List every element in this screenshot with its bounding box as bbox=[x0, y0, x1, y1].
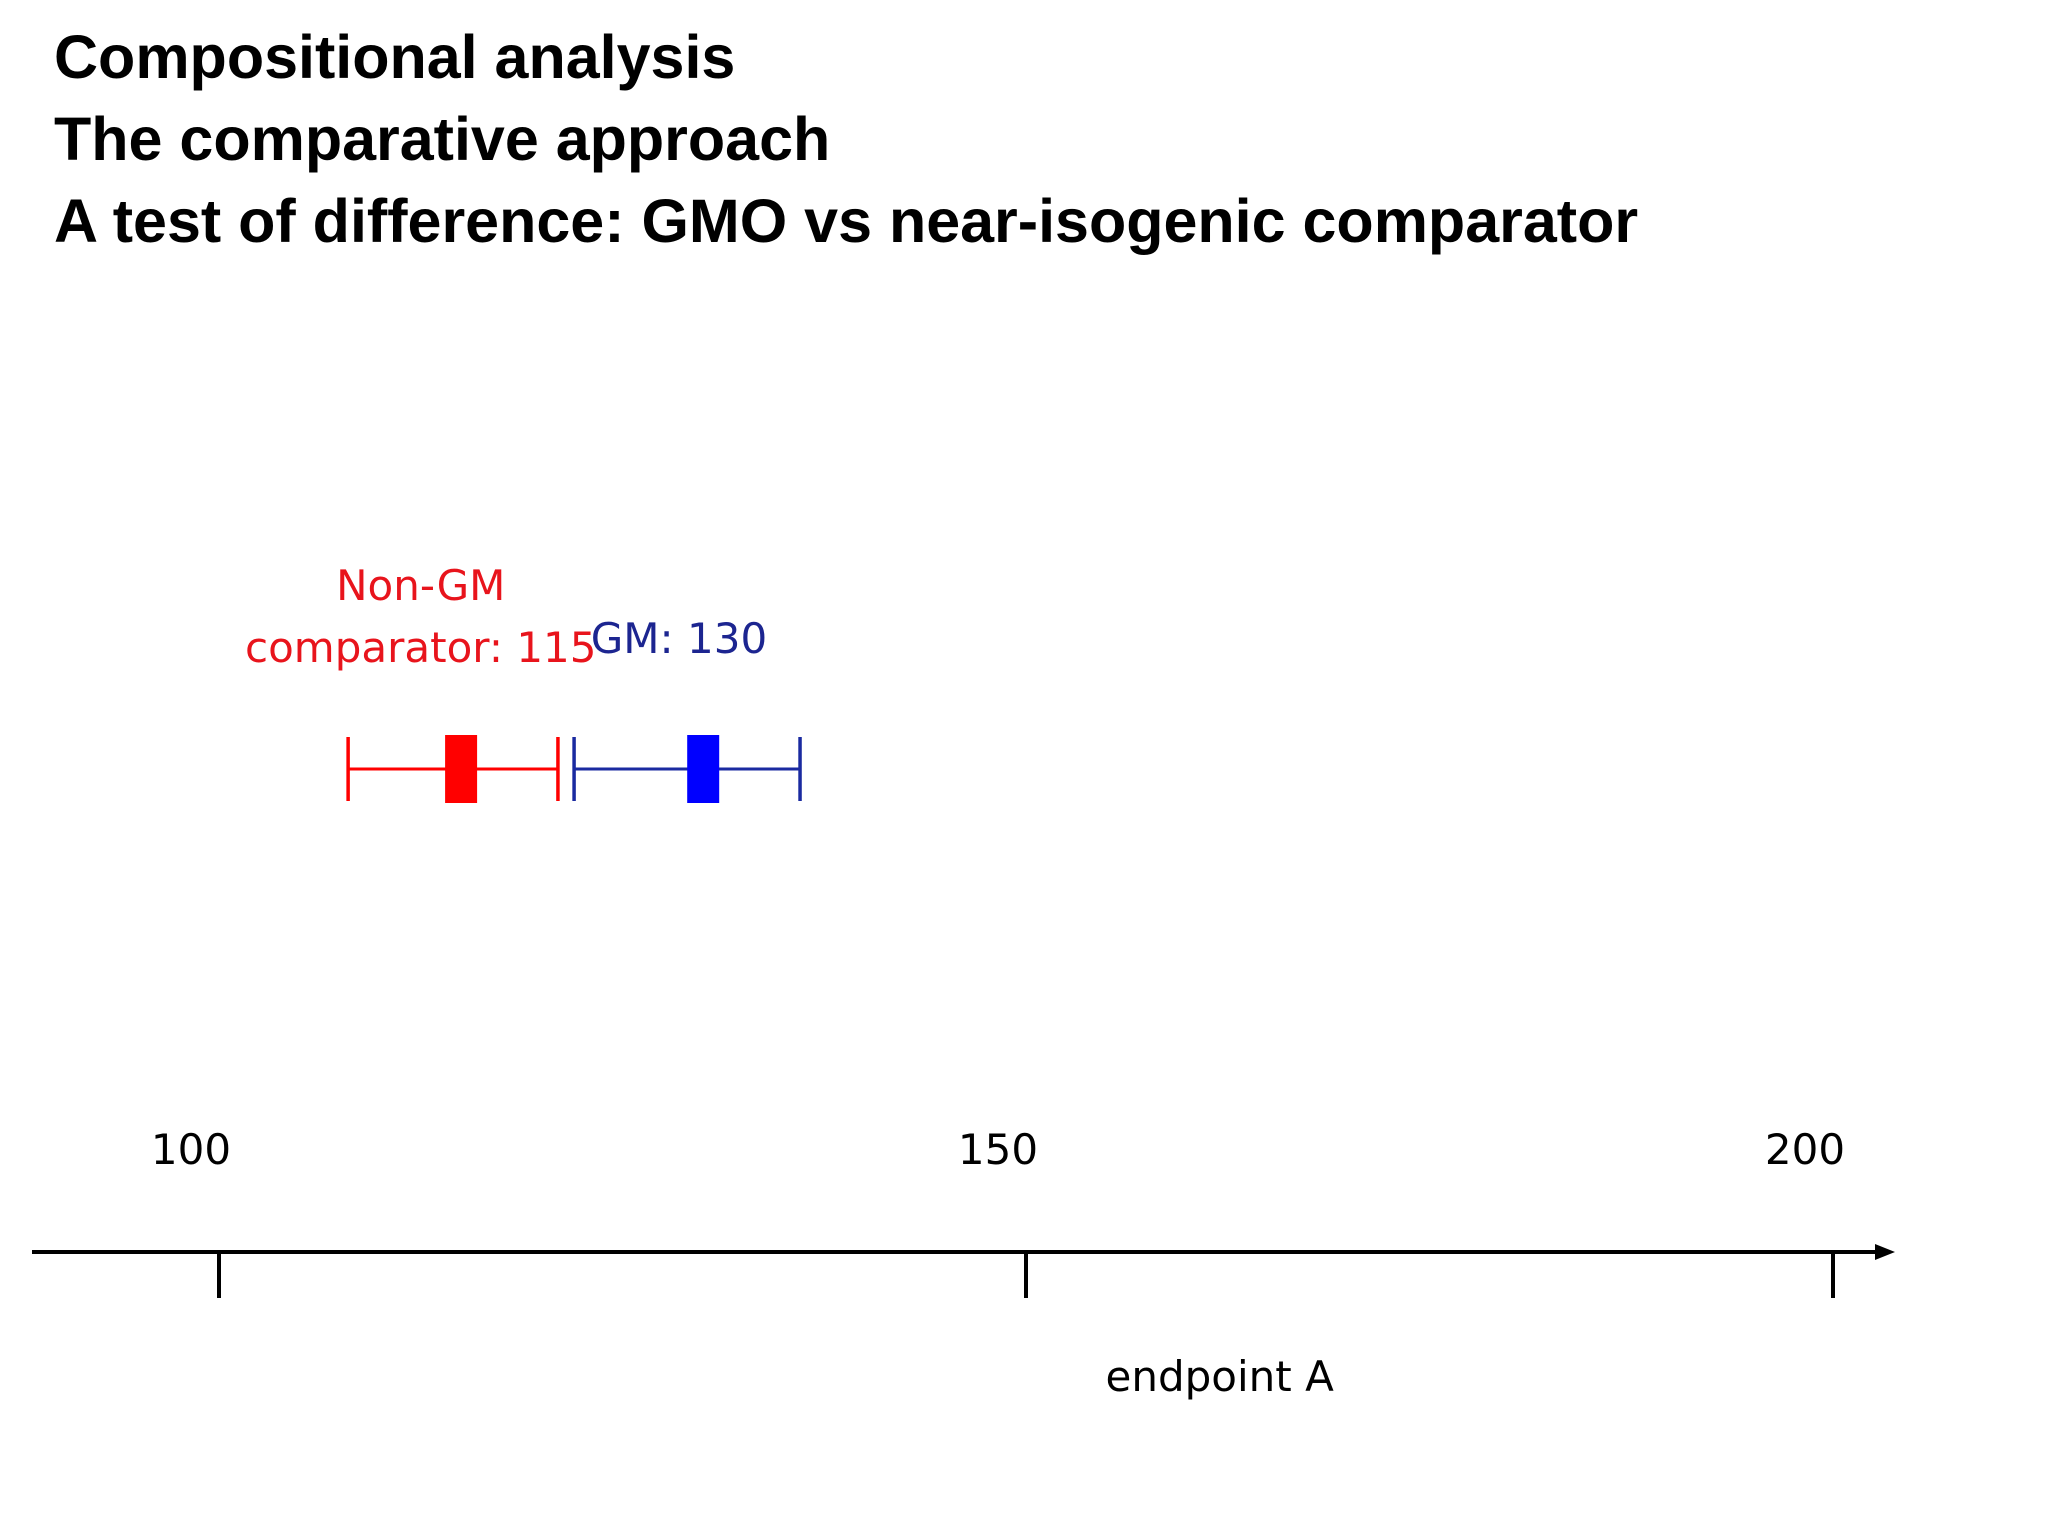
series-gm: GM: 130 bbox=[572, 614, 802, 803]
point-estimate-gm bbox=[687, 735, 720, 803]
series-label-non-gm-comparator-line-1: Non-GM bbox=[336, 561, 505, 610]
x-tick-label-100: 100 bbox=[151, 1125, 231, 1174]
x-axis-arrowhead bbox=[1875, 1244, 1895, 1260]
x-axis-label: endpoint A bbox=[1106, 1352, 1335, 1401]
slide-title: Compositional analysis The comparative a… bbox=[54, 16, 1638, 262]
point-estimate-non-gm-comparator bbox=[445, 735, 478, 803]
x-axis: 100 150 200 endpoint A bbox=[32, 1125, 1895, 1401]
title-line-1: Compositional analysis bbox=[54, 23, 736, 91]
series-label-non-gm-comparator-line-2: comparator: 115 bbox=[245, 623, 596, 672]
title-line-3: A test of difference: GMO vs near-isogen… bbox=[54, 187, 1639, 255]
x-tick-label-150: 150 bbox=[958, 1125, 1038, 1174]
x-tick-label-200: 200 bbox=[1765, 1125, 1845, 1174]
title-line-2: The comparative approach bbox=[54, 105, 831, 173]
series-non-gm-comparator: Non-GM comparator: 115 bbox=[245, 561, 596, 803]
series-label-gm-line-1: GM: 130 bbox=[591, 614, 767, 663]
